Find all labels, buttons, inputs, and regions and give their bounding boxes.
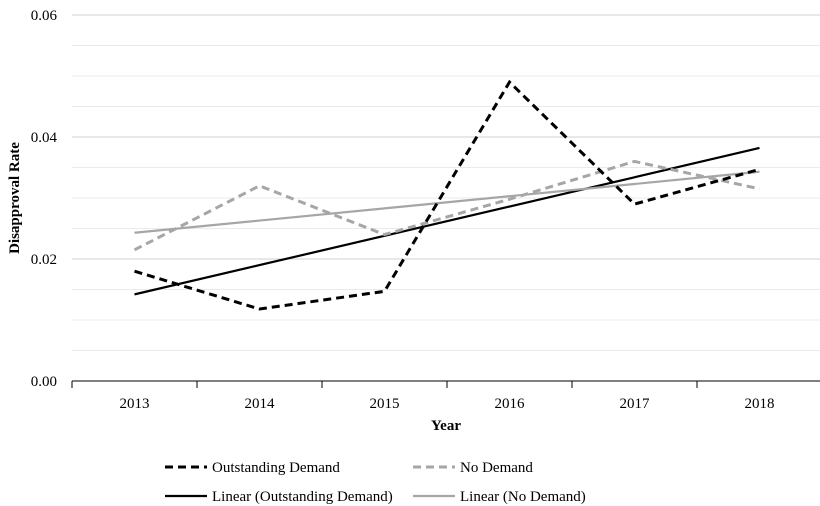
- series-line-linear-no-demand: [134, 170, 760, 234]
- x-tick-label: 2013: [120, 396, 150, 412]
- x-axis-title: Year: [431, 418, 461, 434]
- y-tick-label: 0.04: [31, 130, 58, 146]
- x-tick-label: 2016: [495, 396, 526, 412]
- x-tick-label: 2018: [745, 396, 775, 412]
- series-line-linear-outstanding-demand: [134, 146, 760, 296]
- legend: Outstanding Demand No Demand Linear (Outst…: [165, 460, 586, 505]
- y-tick-label: 0.02: [31, 252, 57, 268]
- series-lines: [133, 79, 760, 311]
- y-axis-tick-labels: 0.00 0.02 0.04 0.06: [31, 8, 58, 390]
- legend-label: Linear (No Demand): [460, 489, 586, 505]
- x-axis-tick-labels: 2013 2014 2015 2016 2017 2018: [120, 396, 775, 412]
- y-tick-label: 0.06: [31, 8, 58, 24]
- legend-label: Outstanding Demand: [212, 460, 340, 476]
- legend-label: Linear (Outstanding Demand): [212, 489, 393, 505]
- series-line-no-demand: [133, 159, 760, 252]
- axes: [71, 380, 820, 388]
- legend-label: No Demand: [460, 460, 533, 476]
- x-tick-label: 2017: [620, 396, 651, 412]
- y-axis-title: Disapproval Rate: [7, 142, 23, 254]
- series-line-outstanding-demand: [134, 79, 760, 311]
- x-tick-label: 2015: [370, 396, 400, 412]
- y-tick-label: 0.00: [31, 374, 57, 390]
- x-tick-label: 2014: [245, 396, 276, 412]
- gridlines: [72, 14, 820, 351]
